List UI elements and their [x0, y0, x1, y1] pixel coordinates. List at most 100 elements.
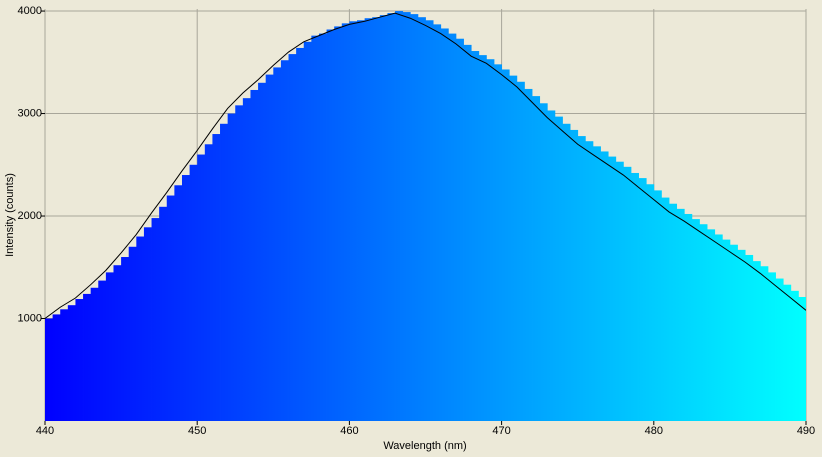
bar	[83, 293, 92, 421]
bar	[98, 280, 107, 421]
bar	[296, 47, 305, 421]
bar	[250, 89, 259, 421]
bar	[630, 172, 639, 421]
bar	[334, 26, 343, 421]
y-tick-label: 2000	[18, 210, 42, 222]
bar	[699, 224, 708, 421]
bar	[539, 103, 548, 421]
x-tick-label: 490	[797, 425, 815, 437]
bar	[181, 175, 190, 421]
bar	[311, 35, 320, 421]
bar	[136, 236, 145, 421]
bar	[532, 96, 541, 421]
bar	[471, 51, 480, 421]
bar	[52, 314, 61, 421]
bar	[737, 249, 746, 421]
bar	[318, 33, 327, 421]
bar	[204, 144, 213, 421]
bar	[669, 203, 678, 421]
bar	[501, 69, 510, 421]
bar	[745, 254, 754, 421]
bar	[440, 28, 449, 421]
bar	[448, 33, 457, 421]
y-tick-label: 4000	[18, 5, 42, 17]
bar	[760, 266, 769, 421]
bar	[280, 60, 289, 421]
bar	[174, 185, 183, 421]
bar	[516, 81, 525, 421]
bar	[258, 82, 267, 421]
bar	[387, 13, 396, 421]
y-axis-label: Intensity (counts)	[4, 173, 16, 257]
bar	[562, 123, 571, 421]
bar	[752, 261, 761, 421]
x-tick-label: 470	[492, 425, 510, 437]
bar	[364, 18, 373, 421]
bar	[197, 154, 206, 421]
bar	[790, 290, 799, 421]
bar	[570, 129, 579, 421]
bar	[121, 257, 130, 421]
bar	[159, 206, 168, 421]
bar	[714, 234, 723, 421]
bar	[425, 20, 434, 421]
x-tick-label: 480	[645, 425, 663, 437]
bar	[410, 14, 419, 421]
bar	[722, 239, 731, 421]
bar	[493, 64, 502, 421]
bar	[113, 265, 122, 421]
bar	[273, 67, 282, 421]
bar	[326, 29, 335, 421]
bar	[265, 74, 274, 421]
bar	[478, 55, 487, 421]
bar	[676, 208, 685, 421]
bar	[486, 59, 495, 421]
bar	[433, 24, 442, 421]
bar	[379, 15, 388, 421]
y-tick-label: 1000	[18, 312, 42, 324]
x-tick-label: 460	[340, 425, 358, 437]
bar	[509, 75, 518, 421]
bar	[143, 227, 152, 421]
bar	[395, 11, 404, 421]
spectrum	[45, 11, 814, 421]
bar	[341, 23, 350, 421]
bar	[151, 218, 160, 421]
bar	[357, 20, 366, 421]
bar	[729, 244, 738, 421]
bar	[90, 287, 99, 421]
bar	[402, 12, 411, 421]
bar	[212, 134, 221, 421]
bar	[166, 195, 175, 421]
bar	[235, 105, 244, 421]
bar	[615, 161, 624, 421]
bar	[455, 38, 464, 421]
x-tick-label: 450	[188, 425, 206, 437]
bar	[684, 213, 693, 421]
bar	[585, 141, 594, 421]
bar	[783, 284, 792, 421]
bar	[67, 305, 76, 421]
bar	[128, 246, 137, 421]
bar	[60, 309, 69, 421]
bar	[608, 156, 617, 421]
bar	[806, 303, 814, 421]
bar	[524, 88, 533, 421]
bar	[592, 146, 601, 421]
overlay: 440 450 460 470 480 490 1000 2000 3000 4000	[18, 5, 816, 437]
bar	[767, 272, 776, 421]
bar	[372, 17, 381, 421]
bar	[600, 151, 609, 421]
bar	[623, 166, 632, 421]
bar	[547, 110, 556, 421]
bar	[220, 123, 229, 421]
bar	[691, 219, 700, 421]
bar	[189, 164, 198, 421]
bar	[577, 136, 586, 421]
intensity-line	[45, 12, 806, 319]
bar	[242, 98, 251, 421]
bar	[775, 278, 784, 421]
bar	[661, 197, 670, 421]
x-axis-label: Wavelength (nm)	[383, 440, 466, 452]
